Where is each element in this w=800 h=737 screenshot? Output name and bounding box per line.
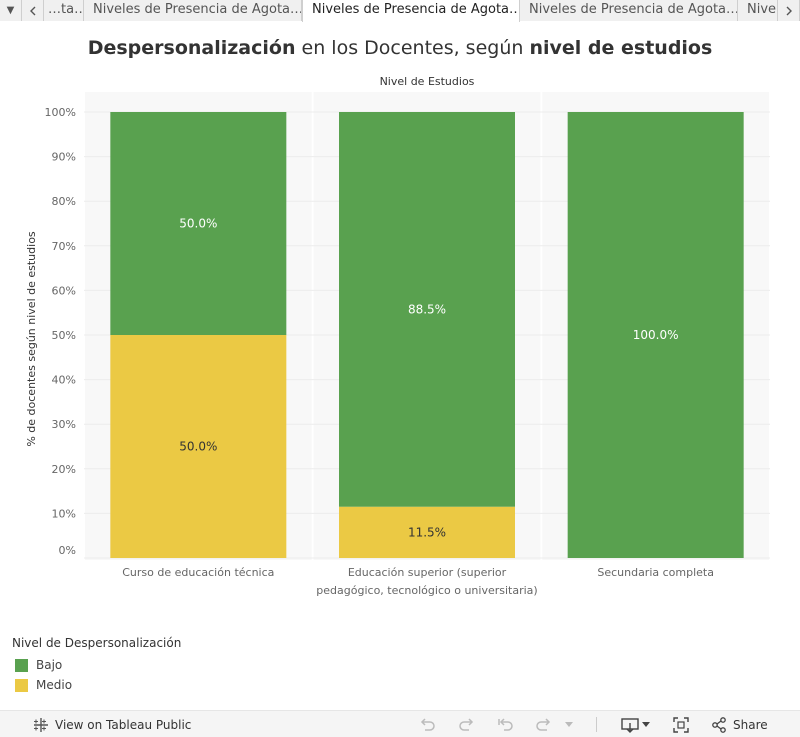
legend-swatch-medio <box>15 678 28 692</box>
title-bold-part-1: Despersonalización <box>87 37 296 59</box>
bar-data-label: 88.5% <box>408 302 446 316</box>
legend-item-medio[interactable]: Medio <box>12 675 181 695</box>
y-tick-label: 80% <box>52 195 76 208</box>
fullscreen-button[interactable] <box>672 711 690 737</box>
x-category-label: Educación superior (superior <box>348 566 507 579</box>
revert-icon <box>498 717 513 731</box>
bar-data-label: 100.0% <box>633 328 679 342</box>
y-tick-label: 0% <box>59 544 76 557</box>
legend-label-bajo: Bajo <box>36 658 63 672</box>
bar-data-label: 50.0% <box>179 217 217 231</box>
tab-scroll-right-button[interactable] <box>778 0 800 21</box>
tab-sheet-3[interactable]: Niveles de Presencia de Agota… <box>520 0 738 21</box>
tab-menu-button[interactable]: ▼ <box>0 0 22 21</box>
y-tick-label: 90% <box>52 151 76 164</box>
bar-data-label: 50.0% <box>179 440 217 454</box>
view-on-tableau-public-link[interactable]: View on Tableau Public <box>33 711 191 737</box>
caret-down-icon <box>565 721 573 727</box>
tab-scroll-left-button[interactable] <box>22 0 44 21</box>
share-label: Share <box>733 717 768 732</box>
caret-down-icon: ▼ <box>6 5 15 16</box>
refresh-dropdown-button[interactable] <box>565 711 573 737</box>
share-button[interactable]: Share <box>711 711 768 737</box>
tab-sheet-2-active[interactable]: Niveles de Presencia de Agota… <box>302 0 520 22</box>
caret-down-icon <box>642 721 650 727</box>
column-header: Nivel de Estudios <box>380 75 475 88</box>
undo-icon <box>420 717 435 731</box>
legend-swatch-bajo <box>15 658 28 672</box>
bar-segment-bajo[interactable] <box>110 112 287 335</box>
refresh-icon <box>536 717 551 731</box>
undo-button[interactable] <box>419 711 437 737</box>
legend: Nivel de Despersonalización Bajo Medio <box>12 636 181 695</box>
y-tick-label: 100% <box>45 106 76 119</box>
sheet-tab-strip: ▼ …ta… Niveles de Presencia de Agota… Ni… <box>0 0 800 22</box>
tab-sheet-4[interactable]: Nive… <box>738 0 778 21</box>
title-bold-part-2: nivel de estudios <box>529 37 713 59</box>
legend-item-bajo[interactable]: Bajo <box>12 655 181 675</box>
refresh-button[interactable] <box>535 711 553 737</box>
x-category-label: Curso de educación técnica <box>122 566 274 579</box>
stacked-bar-chart: Nivel de Estudios 0% 10% 20% 30% 40% 50% 60% 70%… <box>25 75 770 597</box>
y-tick-label: 70% <box>52 240 76 253</box>
download-icon <box>621 717 639 733</box>
bar-segment-medio[interactable] <box>339 506 515 558</box>
revert-button[interactable] <box>497 711 515 737</box>
chart-title: Despersonalización en los Docentes, segú… <box>0 37 800 59</box>
chevron-right-icon <box>786 6 792 15</box>
tab-sheet-1[interactable]: Niveles de Presencia de Agota… <box>84 0 302 21</box>
y-axis-title: % de docentes según nivel de estudios <box>25 231 38 447</box>
legend-label-medio: Medio <box>36 678 73 692</box>
share-icon <box>712 716 726 733</box>
y-tick-label: 50% <box>52 329 76 342</box>
bar-segment-bajo[interactable] <box>339 112 515 507</box>
bar-data-label: 11.5% <box>408 525 446 539</box>
x-category-label: Secundaria completa <box>597 566 714 579</box>
redo-icon <box>459 717 474 731</box>
bar-segment-bajo[interactable] <box>567 112 744 558</box>
y-tick-label: 30% <box>52 418 76 431</box>
tableau-toolbar: View on Tableau Public Share <box>0 710 800 737</box>
download-button[interactable] <box>621 711 650 737</box>
bar-segment-medio[interactable] <box>110 335 287 558</box>
x-category-label: pedagógico, tecnológico o universitaria) <box>316 584 537 597</box>
y-tick-label: 10% <box>52 507 76 520</box>
tableau-logo-icon <box>33 717 48 732</box>
tab-previous-truncated[interactable]: …ta… <box>44 0 84 21</box>
view-on-tableau-public-label: View on Tableau Public <box>55 717 192 732</box>
y-tick-label: 20% <box>52 463 76 476</box>
fullscreen-icon <box>673 716 689 733</box>
title-regular-part: en los Docentes, según <box>295 37 530 59</box>
toolbar-separator <box>596 711 597 737</box>
y-tick-label: 40% <box>52 374 76 387</box>
legend-title: Nivel de Despersonalización <box>12 636 182 650</box>
chevron-left-icon <box>29 6 35 15</box>
y-tick-label: 60% <box>52 284 76 297</box>
redo-button[interactable] <box>457 711 475 737</box>
